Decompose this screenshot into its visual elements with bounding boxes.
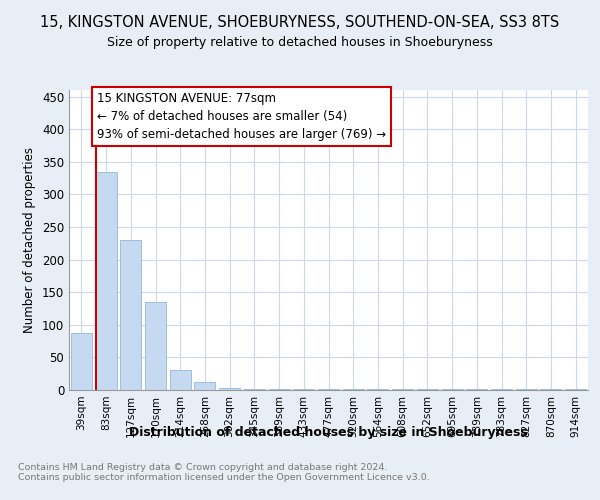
- Text: 15 KINGSTON AVENUE: 77sqm
← 7% of detached houses are smaller (54)
93% of semi-d: 15 KINGSTON AVENUE: 77sqm ← 7% of detach…: [97, 92, 386, 141]
- Text: 15, KINGSTON AVENUE, SHOEBURYNESS, SOUTHEND-ON-SEA, SS3 8TS: 15, KINGSTON AVENUE, SHOEBURYNESS, SOUTH…: [40, 15, 560, 30]
- Bar: [95, 172, 116, 390]
- Bar: [120, 240, 141, 390]
- Text: Distribution of detached houses by size in Shoeburyness: Distribution of detached houses by size …: [130, 426, 528, 439]
- Bar: [244, 388, 265, 390]
- Y-axis label: Number of detached properties: Number of detached properties: [23, 147, 37, 333]
- Bar: [71, 334, 92, 390]
- Bar: [194, 382, 215, 390]
- Bar: [219, 388, 240, 390]
- Text: Contains HM Land Registry data © Crown copyright and database right 2024.
Contai: Contains HM Land Registry data © Crown c…: [18, 463, 430, 482]
- Text: Size of property relative to detached houses in Shoeburyness: Size of property relative to detached ho…: [107, 36, 493, 49]
- Bar: [145, 302, 166, 390]
- Bar: [170, 370, 191, 390]
